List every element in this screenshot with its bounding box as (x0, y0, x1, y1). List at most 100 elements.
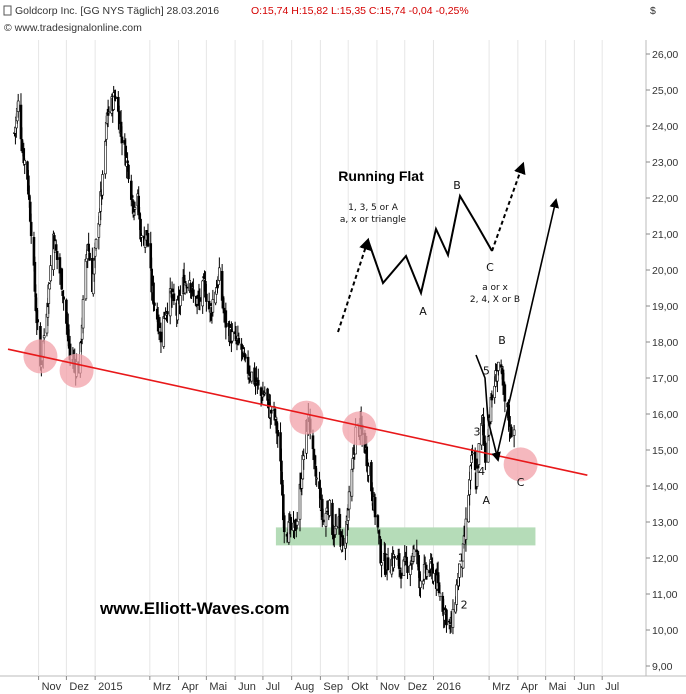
candle-body (338, 514, 342, 529)
candle-body (126, 160, 129, 164)
candle-body (266, 388, 269, 401)
candle-body (273, 408, 277, 421)
candle-body (88, 252, 91, 261)
wave-label: B (498, 334, 506, 347)
x-tick-label: Apr (521, 681, 538, 693)
candle-body (376, 515, 380, 528)
y-tick-label: 24,00 (652, 121, 678, 133)
dashed-arrow-in (337, 237, 371, 333)
candle-body (107, 111, 111, 114)
wave-label: 3 (474, 426, 481, 439)
candle-body (48, 283, 52, 290)
candle-body (386, 557, 390, 571)
candle-body (496, 370, 499, 382)
x-tick-label: 2015 (98, 681, 122, 693)
candle-body (477, 443, 481, 465)
y-tick-label: 25,00 (652, 85, 678, 97)
candle-body (172, 293, 176, 302)
x-tick-label: Jul (605, 681, 619, 693)
y-tick-label: 23,00 (652, 157, 678, 169)
candle-body (68, 343, 72, 356)
x-tick-label: Apr (182, 681, 199, 693)
candle-body (114, 96, 117, 99)
candle-body (176, 299, 179, 321)
x-axis: Nov Dez 2015 Mrz Apr Mai Jun Jul Aug Sep Okt Nov Dez… (38, 676, 619, 693)
candle-body (458, 563, 461, 578)
y-tick-label: 15,00 (652, 445, 678, 457)
y-tick-label: 9,00 (652, 661, 673, 673)
candle-body (311, 435, 315, 450)
candle-body (36, 319, 39, 323)
x-tick-label: Nov (380, 681, 400, 693)
y-tick-label: 26,00 (652, 49, 678, 61)
x-tick-label: Mrz (492, 681, 510, 693)
x-tick-label: Jun (577, 681, 595, 693)
candle-body (29, 221, 33, 237)
candle-body (42, 335, 46, 339)
candle-body (16, 100, 20, 112)
schematic-label-left-2: a, x or triangle (340, 215, 407, 225)
candle-body (179, 295, 182, 307)
x-tick-label: Jul (266, 681, 280, 693)
candle-body (399, 572, 403, 579)
touch-circle (59, 353, 94, 388)
schematic-label-right-1: a or x (482, 283, 508, 293)
dashed-arrow-out (491, 161, 526, 252)
y-tick-label: 17,00 (652, 373, 678, 385)
candle-body (475, 468, 479, 487)
candle-body (409, 564, 412, 575)
wave-label: 5 (483, 364, 490, 377)
candle-body (94, 239, 98, 249)
candle-body (27, 175, 30, 195)
candle-body (493, 385, 496, 398)
x-tick-label: Mrz (153, 681, 171, 693)
candle-body (300, 478, 304, 489)
wave-label: 4 (478, 465, 485, 478)
candle-body (282, 515, 286, 533)
y-axis: 26,00 25,00 24,00 23,00 22,00 21,00 20,00 19,00… (646, 49, 678, 673)
candle-body (205, 293, 208, 302)
candle-body (28, 201, 32, 222)
candle-body (341, 535, 344, 546)
candle-body (276, 430, 280, 437)
candle-body (438, 592, 442, 597)
candle-body (490, 394, 494, 401)
instrument-label: Goldcorp Inc. [GG NYS Täglich] 28.03.201… (15, 5, 219, 17)
candle-body (347, 491, 351, 510)
candle-body (237, 337, 241, 344)
candle-body (471, 452, 474, 455)
touch-circle (342, 411, 377, 446)
candle-body (417, 555, 420, 571)
candle-body (405, 556, 408, 563)
price-candles (13, 85, 516, 635)
candle-body (250, 371, 254, 382)
x-tick-label: Sep (323, 681, 343, 693)
chart-menu-icon[interactable] (3, 5, 12, 16)
y-tick-label: 14,00 (652, 481, 678, 493)
projection-arrow-down (475, 354, 501, 462)
candle-body (263, 392, 267, 395)
candle-body (371, 487, 374, 502)
candle-body (455, 584, 458, 605)
touch-circle (503, 447, 538, 482)
candle-body (415, 549, 419, 553)
y-tick-label: 12,00 (652, 553, 678, 565)
candle-body (129, 180, 133, 200)
candle-body (146, 233, 150, 247)
support-zone (275, 527, 536, 546)
candle-body (112, 92, 115, 110)
candle-body (60, 268, 64, 290)
candle-body (512, 429, 516, 436)
candle-body (19, 104, 23, 140)
wave-label: 1 (458, 552, 465, 565)
candle-body (350, 469, 354, 497)
candle-body (256, 379, 260, 386)
candle-body (62, 296, 65, 300)
y-tick-label: 20,00 (652, 265, 678, 277)
candle-body (469, 465, 472, 481)
x-tick-label: Nov (42, 681, 62, 693)
candle-body (198, 297, 202, 302)
trendline-line (7, 348, 588, 476)
candle-body (467, 494, 471, 523)
